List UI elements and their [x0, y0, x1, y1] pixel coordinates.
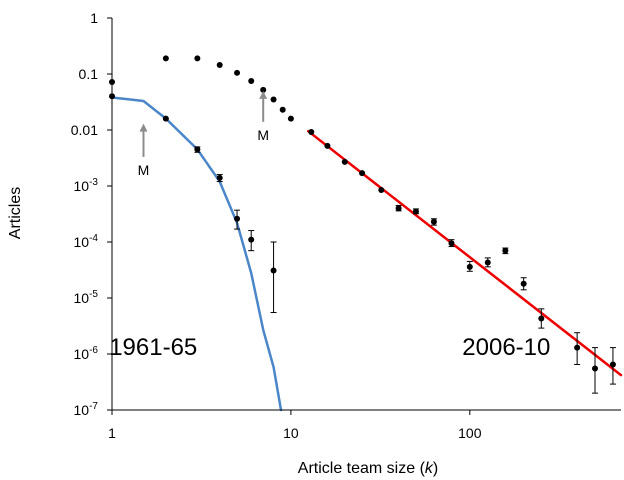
data-point [216, 61, 223, 68]
data-point [466, 263, 473, 270]
data-point [194, 55, 201, 62]
x-tick-label: 10 [283, 425, 299, 441]
data-point [395, 205, 402, 212]
axes: 1 0.1 0.01 10-3 10-4 10-5 10-6 10-7 1 10 100 [71, 10, 621, 441]
data-point [216, 174, 223, 181]
data-point [359, 170, 366, 177]
data-point [194, 146, 201, 153]
y-axis-label: Articles [7, 187, 24, 239]
error-bars [194, 146, 616, 394]
data-point [538, 315, 545, 322]
y-tick-label: 10-4 [74, 233, 99, 250]
data-point [162, 115, 169, 122]
data-points [109, 55, 616, 372]
y-tick-label: 1 [90, 10, 98, 26]
data-point [592, 365, 599, 372]
y-tick-label: 10-3 [74, 177, 99, 194]
data-point [287, 115, 294, 122]
x-tick-label: 100 [458, 425, 482, 441]
y-tick-label: 0.1 [79, 66, 99, 82]
data-point [609, 361, 616, 368]
data-point [260, 86, 267, 93]
y-tick-label: 10-6 [74, 345, 99, 362]
data-point [279, 106, 286, 113]
data-point [341, 158, 348, 165]
data-point [162, 55, 169, 62]
series-label: 2006-10 [462, 334, 550, 361]
data-point [308, 129, 315, 136]
y-tick-label: 10-5 [74, 289, 99, 306]
data-point [502, 247, 509, 254]
annotation-arrowhead [259, 90, 268, 99]
data-point [574, 344, 581, 351]
annotations: M M 1961-65 2006-10 [109, 90, 550, 361]
data-point [412, 208, 419, 215]
data-point [270, 267, 277, 274]
data-point [430, 218, 437, 225]
series-label: 1961-65 [109, 334, 197, 361]
data-point [234, 69, 241, 76]
data-point [324, 142, 331, 149]
data-point [448, 240, 455, 247]
fit-line [110, 96, 283, 412]
data-point [378, 186, 385, 193]
x-tick-label: 1 [108, 425, 116, 441]
x-axis-label: Article team size (k) [298, 460, 438, 477]
annotation-label: M [257, 127, 269, 143]
y-tick-label: 0.01 [71, 122, 98, 138]
fit-lines [110, 96, 623, 412]
data-point [270, 96, 277, 103]
annotation-label: M [138, 162, 150, 178]
data-point [248, 236, 255, 243]
data-point [234, 215, 241, 222]
data-point [248, 77, 255, 84]
y-tick-label: 10-7 [74, 401, 99, 418]
data-point [484, 259, 491, 266]
data-point [520, 280, 527, 287]
annotation-arrowhead [139, 123, 148, 132]
